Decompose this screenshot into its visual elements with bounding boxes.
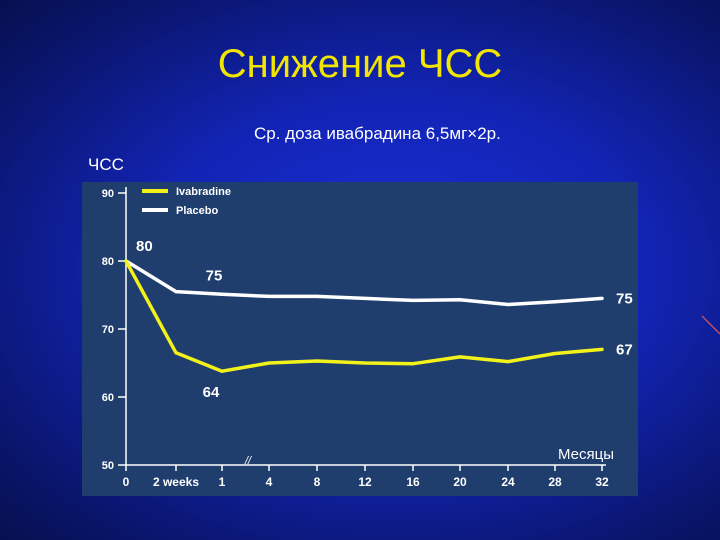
data-point-ivabradine (411, 362, 415, 366)
x-tick-label: 2 weeks (153, 475, 199, 489)
x-tick-label: 0 (123, 475, 130, 489)
legend-label-placebo: Placebo (176, 205, 218, 217)
y-tick-label: 90 (102, 188, 114, 200)
data-point-placebo (458, 298, 462, 302)
data-point-ivabradine (220, 369, 224, 373)
data-point-ivabradine (174, 351, 178, 355)
data-point-ivabradine (315, 359, 319, 363)
data-point-placebo (363, 296, 367, 300)
data-point-placebo (315, 294, 319, 298)
data-point-ivabradine (506, 360, 510, 364)
y-tick-label: 80 (102, 256, 114, 268)
data-point-ivabradine (363, 361, 367, 365)
data-point-ivabradine (267, 361, 271, 365)
y-tick-label: 70 (102, 324, 114, 336)
months-label: Месяцы (558, 446, 615, 463)
y-axis-title: ЧСС (88, 155, 124, 174)
data-point-ivabradine (458, 355, 462, 359)
data-point-placebo (553, 300, 557, 304)
data-point-ivabradine (553, 351, 557, 355)
x-tick-label: 1 (219, 475, 226, 489)
x-tick-label: 4 (266, 475, 273, 489)
series-line-ivabradine (124, 259, 604, 373)
x-tick-label: 20 (453, 475, 467, 489)
data-label-placebo: 75 (616, 290, 633, 307)
x-tick-label: 8 (314, 475, 321, 489)
data-point-placebo (174, 290, 178, 294)
chart-panel: 50 60 70 80 90 0 2 weeks 1 4 8 12 16 20 24 28 32 // Ivabr… (82, 182, 638, 496)
line-chart: 50 60 70 80 90 0 2 weeks 1 4 8 12 16 20 24 28 32 // Ivabr… (102, 186, 633, 489)
data-label-placebo: 75 (206, 267, 223, 284)
legend-label-ivabradine: Ivabradine (176, 186, 231, 198)
data-label-placebo: 80 (136, 238, 153, 255)
y-tick-label: 60 (102, 392, 114, 404)
slide-title: Снижение ЧСС (217, 42, 503, 86)
y-tick-label: 50 (102, 460, 114, 472)
data-point-placebo (267, 294, 271, 298)
x-tick-label: 16 (406, 475, 420, 489)
x-tick-label: 24 (501, 475, 515, 489)
data-point-placebo (506, 303, 510, 307)
x-tick-label: 12 (358, 475, 372, 489)
data-point-placebo (220, 292, 224, 296)
x-tick-label: 32 (595, 475, 609, 489)
data-point-ivabradine (600, 347, 604, 351)
data-point-placebo (600, 296, 604, 300)
axis-break-marker: // (244, 455, 252, 467)
data-point-ivabradine (124, 259, 128, 263)
data-label-ivabradine: 67 (616, 341, 633, 358)
x-tick-label: 28 (548, 475, 562, 489)
data-point-placebo (411, 298, 415, 302)
dose-subtitle: Ср. доза ивабрадина 6,5мг×2р. (254, 124, 501, 143)
data-label-ivabradine: 64 (203, 384, 220, 401)
